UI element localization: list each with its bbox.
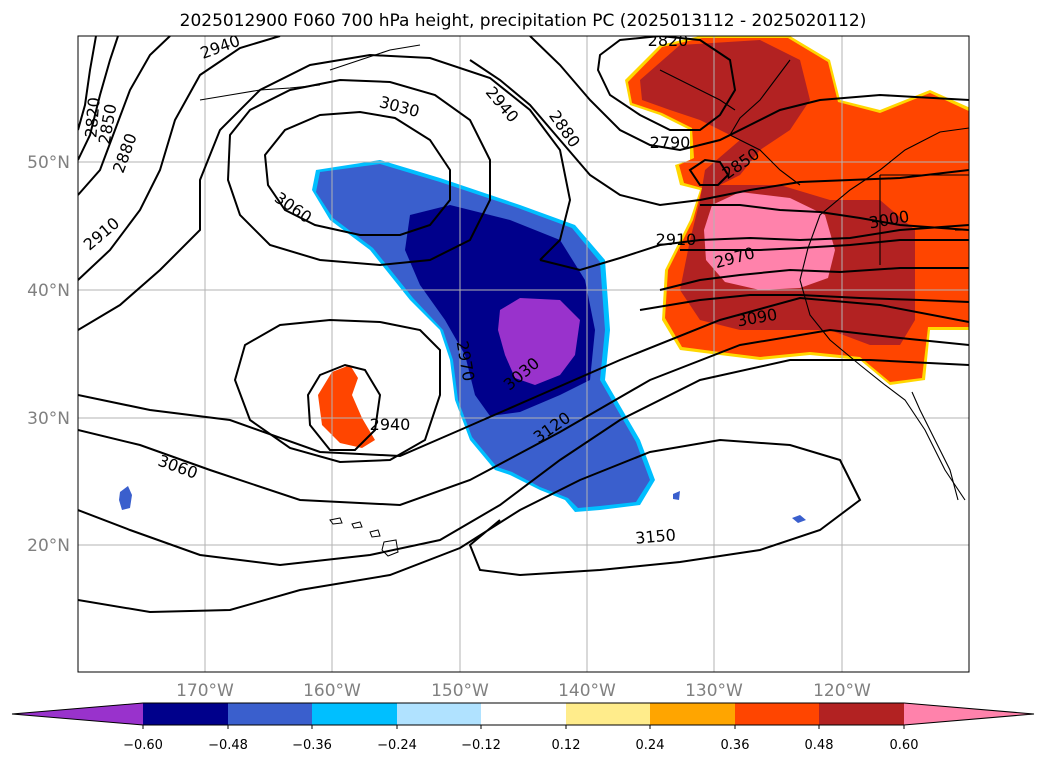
colorbar-swatch	[735, 703, 819, 725]
colorbar-swatch	[650, 703, 735, 725]
colorbar-tick: 0.60	[890, 738, 919, 753]
colorbar-extend-left	[12, 703, 143, 725]
neg-patch-e2	[792, 515, 806, 523]
colorbar-tick: 0.24	[636, 738, 665, 753]
pos-anomaly-mid	[640, 40, 915, 345]
colorbar-tick: 0.36	[721, 738, 750, 753]
islands	[329, 517, 399, 557]
height-contours	[78, 36, 969, 614]
lat-label: 20°N	[27, 536, 70, 556]
contour-label: 2820	[648, 31, 689, 50]
map-area: 2940 3030 2940 2880 2820 2790 2850 2910 …	[78, 31, 969, 672]
colorbar-extend-right	[904, 703, 1034, 725]
lon-labels: 170°W 160°W 150°W 140°W 130°W 120°W	[176, 681, 871, 701]
colorbar-swatch	[143, 703, 228, 725]
pos-anomaly-high	[704, 192, 835, 290]
contour-label: 2940	[370, 415, 411, 434]
colorbar-swatch	[312, 703, 397, 725]
lon-label: 120°W	[813, 681, 871, 701]
colorbar-swatch	[397, 703, 481, 725]
colorbar: −0.60 −0.48 −0.36 −0.24 −0.12 0.12 0.24 …	[11, 702, 1035, 753]
neg-anomaly-high	[498, 298, 580, 385]
neg-patch-sw	[119, 486, 132, 510]
neg-patch-e1	[673, 491, 680, 500]
lat-label: 30°N	[27, 409, 70, 429]
lon-label: 170°W	[176, 681, 234, 701]
colorbar-tick: −0.60	[123, 738, 163, 753]
lat-label: 50°N	[27, 153, 70, 173]
lat-label: 40°N	[27, 281, 70, 301]
colorbar-swatch	[481, 703, 566, 725]
colorbar-tick: 0.12	[552, 738, 581, 753]
colorbar-tick: −0.48	[208, 738, 248, 753]
lat-labels: 50°N 40°N 30°N 20°N	[27, 153, 70, 556]
contour-label: 2820	[81, 96, 103, 138]
map-frame	[77, 35, 970, 673]
contour-label: 3150	[634, 525, 676, 547]
colorbar-swatch	[228, 703, 312, 725]
contour-label: 2910	[656, 230, 697, 249]
colorbar-swatch	[566, 703, 650, 725]
colorbar-tick: −0.12	[461, 738, 501, 753]
colorbar-tick: 0.48	[805, 738, 834, 753]
map-title: 2025012900 F060 700 hPa height, precipit…	[180, 11, 867, 31]
lon-label: 130°W	[685, 681, 743, 701]
lon-label: 160°W	[303, 681, 361, 701]
colorbar-tick: −0.36	[292, 738, 332, 753]
colorbar-swatch	[819, 703, 904, 725]
lon-label: 140°W	[558, 681, 616, 701]
lon-label: 150°W	[431, 681, 489, 701]
contour-label: 2790	[650, 133, 691, 152]
colorbar-tick: −0.24	[377, 738, 417, 753]
